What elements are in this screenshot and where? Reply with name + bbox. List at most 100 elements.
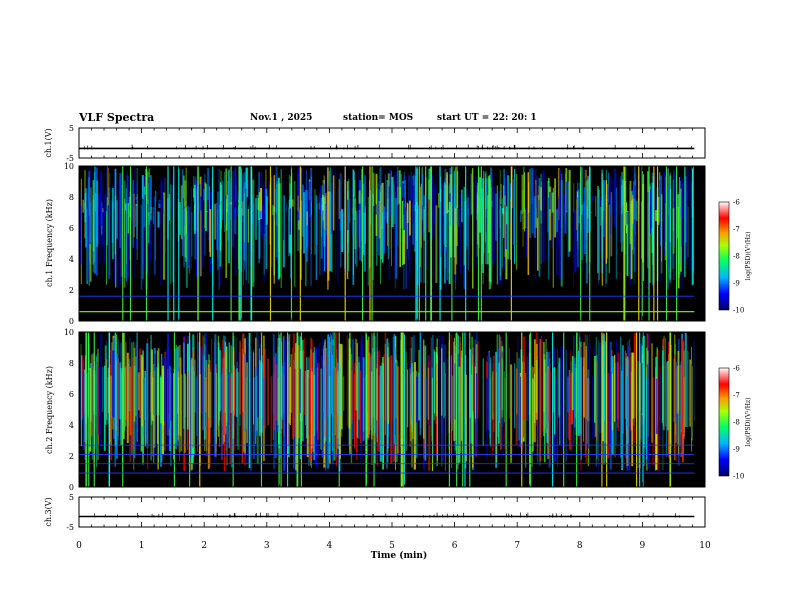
sferic-line — [576, 332, 578, 487]
spectrogram-streak — [100, 334, 103, 450]
spectrogram-streak — [320, 368, 323, 450]
spectrogram-streak — [139, 348, 141, 418]
spectrogram-streak — [178, 367, 180, 461]
spectrogram-streak — [221, 368, 224, 429]
spectrogram-streak — [348, 199, 350, 238]
spectrogram-streak — [386, 339, 388, 469]
spectrogram-streak — [194, 371, 195, 454]
spectrogram-streak — [642, 174, 645, 281]
spectrogram-streak — [637, 361, 640, 468]
spectrogram-streak — [221, 184, 222, 229]
spectrogram-streak — [259, 360, 261, 437]
spectrogram-streak — [117, 357, 120, 437]
ch2-ytick-2: 2 — [69, 452, 74, 461]
spectrogram-streak — [200, 196, 202, 211]
spectrogram-streak — [667, 360, 669, 431]
spectrogram-streak — [86, 372, 88, 441]
spectrogram-streak — [99, 179, 101, 264]
spectrogram-streak — [472, 167, 474, 289]
spectrogram-streak — [302, 184, 304, 237]
spectrogram-streak — [685, 176, 687, 243]
spectrogram-streak — [420, 183, 422, 248]
sferic-line — [371, 166, 373, 321]
spectrogram-streak — [378, 375, 380, 452]
spectrogram-streak — [248, 332, 251, 469]
spectrogram-streak — [679, 365, 681, 445]
spectrogram-streak — [80, 355, 83, 447]
spectrogram-streak — [341, 209, 344, 253]
panel-ch3-voltage: 5 -5 ch.3(V) — [44, 493, 706, 532]
spectrogram-streak — [278, 183, 281, 278]
spectrogram-streak — [492, 362, 495, 451]
spectrogram-streak — [563, 194, 566, 234]
spectrogram-streak — [167, 333, 169, 451]
spectrogram-streak — [229, 177, 232, 220]
spectrogram-streak — [83, 359, 85, 450]
spectrogram-streak — [304, 189, 307, 287]
spectrogram-streak — [533, 196, 537, 238]
station-label: station= MOS — [343, 113, 414, 123]
spectrogram-streak — [411, 179, 414, 204]
sferic-line — [344, 166, 346, 321]
spectrogram-streak — [169, 350, 172, 421]
spectrogram-streak — [655, 197, 657, 223]
spectrogram-streak — [114, 333, 117, 467]
spectrogram-streak — [413, 169, 416, 250]
spectrogram-streak — [381, 374, 383, 460]
spectrogram-streak — [135, 197, 138, 200]
spectrogram-streak — [448, 202, 451, 284]
spectrogram-streak — [554, 178, 556, 238]
spectrogram-streak — [689, 180, 691, 272]
spectrogram-streak — [150, 335, 152, 461]
sferic-line — [403, 332, 405, 487]
spectrogram-streak — [224, 341, 227, 414]
spectrogram-streak — [388, 186, 391, 280]
spectrogram-streak — [459, 208, 462, 236]
spectrogram-streak — [632, 181, 635, 255]
sferic-line — [178, 166, 180, 321]
spectrogram-streak — [332, 175, 335, 231]
spectrogram-streak — [182, 198, 184, 246]
spectrogram-streak — [565, 349, 567, 462]
ch1-ytick-2: 2 — [69, 286, 74, 295]
spectrogram-streak — [137, 372, 140, 411]
spectrogram-streak — [356, 210, 358, 267]
spectrogram-streak — [516, 174, 518, 270]
spectrogram-streak — [650, 172, 653, 229]
spectrogram-streak — [504, 378, 506, 449]
spectrogram-streak — [148, 177, 151, 213]
spectrogram-streak — [374, 336, 376, 434]
spectrogram-streak — [629, 180, 632, 244]
spectrogram-streak — [148, 183, 150, 244]
spectrogram-streak — [115, 168, 117, 288]
spectrogram-streak — [235, 352, 237, 442]
spectrogram-streak — [557, 349, 558, 467]
spectrogram-streak — [288, 362, 290, 446]
spectrogram-streak — [549, 186, 552, 241]
spectrogram-streak — [305, 370, 307, 425]
spectrogram-streak — [306, 211, 308, 226]
spectrogram-streak — [403, 171, 405, 198]
spectrogram-streak — [568, 170, 571, 252]
spectrogram-streak — [382, 363, 385, 465]
no-data-region — [694, 166, 705, 321]
spectrogram-streak — [492, 173, 494, 267]
sferic-line — [456, 332, 458, 487]
spectrogram-streak — [128, 204, 130, 210]
spectrogram-streak — [156, 350, 158, 444]
spectrogram-streak — [474, 366, 476, 419]
spectrogram-streak — [297, 345, 300, 438]
spectrogram-streak — [226, 346, 228, 466]
spectrogram-streak — [198, 184, 201, 276]
spectrogram-streak — [183, 342, 185, 429]
spectrogram-streak — [301, 339, 304, 441]
spectrogram-streak — [272, 205, 274, 216]
spectrogram-streak — [230, 373, 233, 468]
spectrogram-streak — [84, 193, 86, 222]
spectrogram-streak — [473, 362, 476, 414]
spectrogram-streak — [340, 211, 342, 268]
spectrogram-streak — [441, 344, 443, 467]
spectrogram-streak — [663, 335, 665, 431]
sferic-line — [122, 332, 124, 487]
spectrogram-streak — [609, 175, 612, 235]
